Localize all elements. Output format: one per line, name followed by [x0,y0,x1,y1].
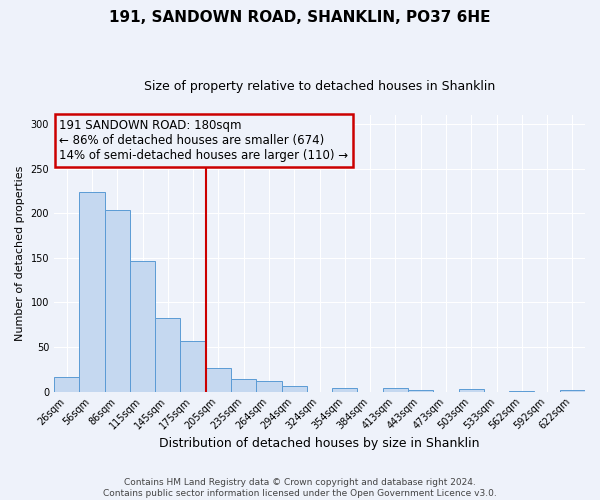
Bar [383,388,408,392]
Text: 191, SANDOWN ROAD, SHANKLIN, PO37 6HE: 191, SANDOWN ROAD, SHANKLIN, PO37 6HE [109,10,491,25]
Bar [181,341,206,392]
Bar [408,390,433,392]
Bar [332,388,358,392]
Bar [458,389,484,392]
Bar [281,386,307,392]
Text: 191 SANDOWN ROAD: 180sqm
← 86% of detached houses are smaller (674)
14% of semi-: 191 SANDOWN ROAD: 180sqm ← 86% of detach… [59,119,349,162]
Bar [79,192,104,392]
Bar [130,262,155,392]
Bar [560,390,585,392]
Title: Size of property relative to detached houses in Shanklin: Size of property relative to detached ho… [144,80,495,93]
Bar [155,318,181,392]
Y-axis label: Number of detached properties: Number of detached properties [15,166,25,341]
Text: Contains HM Land Registry data © Crown copyright and database right 2024.
Contai: Contains HM Land Registry data © Crown c… [103,478,497,498]
Bar [206,368,231,392]
Bar [256,381,281,392]
Bar [509,391,535,392]
X-axis label: Distribution of detached houses by size in Shanklin: Distribution of detached houses by size … [159,437,480,450]
Bar [231,379,256,392]
Bar [104,210,130,392]
Bar [54,378,79,392]
